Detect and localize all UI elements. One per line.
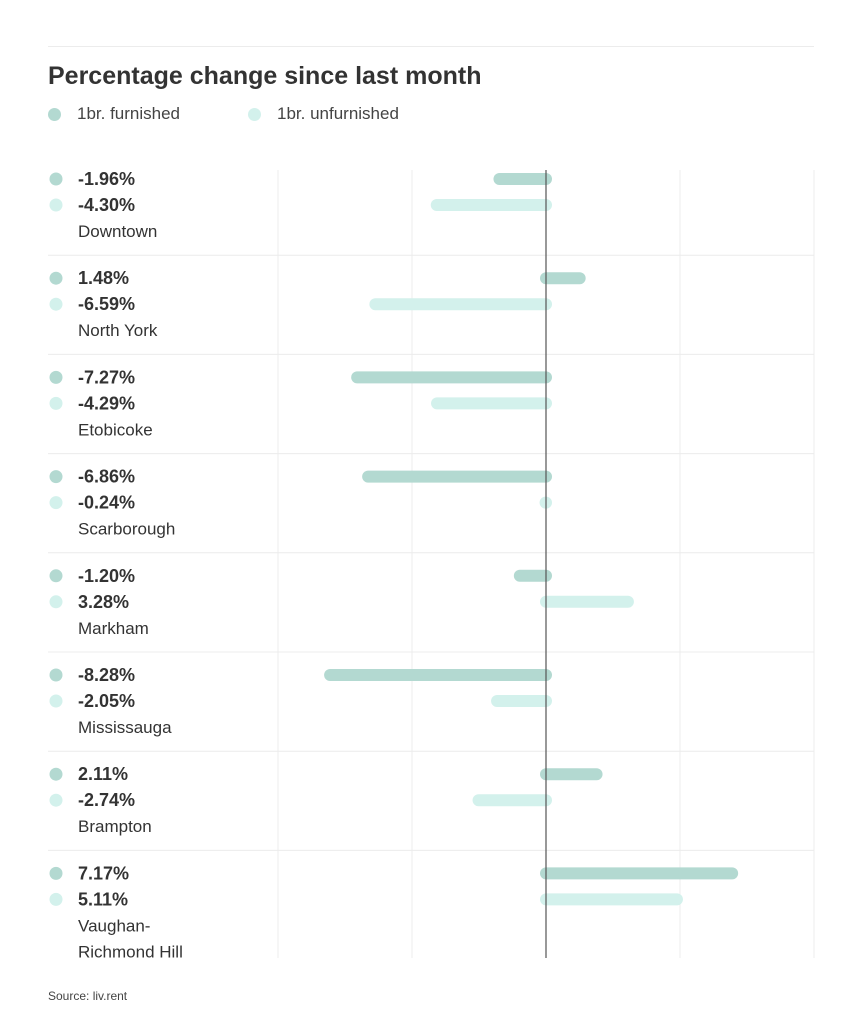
- category-label-north-york: North York: [78, 321, 158, 340]
- dot-downtown-s1: [49, 198, 63, 212]
- value-label-brampton-s0: 2.11%: [78, 764, 128, 784]
- bar-etobicoke-s0: [351, 371, 552, 384]
- bar-etobicoke-s1: [431, 397, 552, 410]
- dot-north-york-s1: [49, 297, 63, 311]
- category-label-line: Richmond Hill: [78, 942, 183, 961]
- category-label-line: Scarborough: [78, 520, 175, 539]
- value-label-downtown-s0: -1.96%: [78, 169, 135, 189]
- value-label-north-york-s1: -6.59%: [78, 294, 135, 314]
- dot-mississauga-s1: [49, 694, 63, 708]
- value-label-brampton-s1: -2.74%: [78, 790, 135, 810]
- legend: 1br. furnished 1br. unfurnished: [48, 104, 648, 126]
- value-label-mississauga-s0: -8.28%: [78, 665, 135, 685]
- chart-title: Percentage change since last month: [48, 62, 482, 90]
- bar-north-york-s0: [540, 272, 586, 285]
- dot-etobicoke-s1: [49, 396, 63, 410]
- dot-markham-s1: [49, 595, 63, 609]
- dot-mississauga-s0: [49, 668, 63, 682]
- category-label-line: Downtown: [78, 222, 157, 241]
- value-label-mississauga-s1: -2.05%: [78, 691, 135, 711]
- dot-north-york-s0: [49, 271, 63, 285]
- category-label-line: Mississauga: [78, 718, 172, 737]
- category-label-markham: Markham: [78, 619, 149, 638]
- category-label-line: Vaughan-: [78, 916, 150, 935]
- legend-label-furnished: 1br. furnished: [77, 104, 181, 123]
- dot-vaughan-richmond-hill-s1: [49, 892, 63, 906]
- bar-downtown-s0: [493, 173, 552, 185]
- bar-north-york-s1: [369, 298, 552, 311]
- bar-brampton-s0: [540, 768, 603, 781]
- bar-markham-s0: [513, 569, 552, 582]
- legend-label-unfurnished: 1br. unfurnished: [277, 104, 399, 123]
- legend-swatch-furnished: [48, 107, 61, 121]
- bar-scarborough-s0: [362, 470, 552, 483]
- dot-scarborough-s0: [49, 470, 63, 484]
- top-divider: [48, 46, 814, 47]
- dot-markham-s0: [49, 569, 63, 583]
- value-label-vaughan-richmond-hill-s0: 7.17%: [78, 863, 129, 883]
- category-label-etobicoke: Etobicoke: [78, 420, 153, 439]
- legend-item-furnished: 1br. furnished: [48, 104, 180, 124]
- dot-brampton-s0: [49, 767, 63, 781]
- value-label-north-york-s0: 1.48%: [78, 268, 129, 288]
- bar-brampton-s1: [472, 794, 552, 807]
- category-label-line: Etobicoke: [78, 420, 153, 439]
- dot-downtown-s0: [49, 172, 63, 186]
- category-label-downtown: Downtown: [78, 222, 157, 241]
- value-label-etobicoke-s0: -7.27%: [78, 367, 135, 387]
- category-label-line: North York: [78, 321, 158, 340]
- dot-vaughan-richmond-hill-s0: [49, 866, 63, 880]
- legend-item-unfurnished: 1br. unfurnished: [248, 104, 399, 124]
- category-label-line: Brampton: [78, 817, 152, 836]
- category-label-line: Markham: [78, 619, 149, 638]
- bar-downtown-s1: [430, 199, 552, 211]
- bar-vaughan-richmond-hill-s1: [540, 893, 683, 906]
- value-label-markham-s1: 3.28%: [78, 592, 129, 612]
- value-label-etobicoke-s1: -4.29%: [78, 393, 135, 413]
- legend-swatch-unfurnished: [248, 107, 261, 121]
- value-label-scarborough-s0: -6.86%: [78, 467, 135, 487]
- bar-mississauga-s1: [491, 695, 552, 707]
- dot-etobicoke-s0: [49, 370, 63, 384]
- category-label-vaughan-richmond-hill: Vaughan- Richmond Hill: [78, 916, 183, 961]
- category-label-scarborough: Scarborough: [78, 520, 175, 539]
- dot-scarborough-s1: [49, 496, 63, 510]
- bar-vaughan-richmond-hill-s0: [540, 867, 739, 880]
- bar-markham-s1: [540, 595, 634, 608]
- category-label-brampton: Brampton: [78, 817, 152, 836]
- bar-mississauga-s0: [324, 669, 552, 681]
- category-label-mississauga: Mississauga: [78, 718, 172, 737]
- dot-brampton-s1: [49, 793, 63, 807]
- source-note: Source: liv.rent: [48, 989, 128, 1003]
- value-label-scarborough-s1: -0.24%: [78, 493, 135, 513]
- value-label-downtown-s1: -4.30%: [78, 195, 135, 215]
- value-label-vaughan-richmond-hill-s1: 5.11%: [78, 889, 128, 909]
- value-label-markham-s0: -1.20%: [78, 566, 135, 586]
